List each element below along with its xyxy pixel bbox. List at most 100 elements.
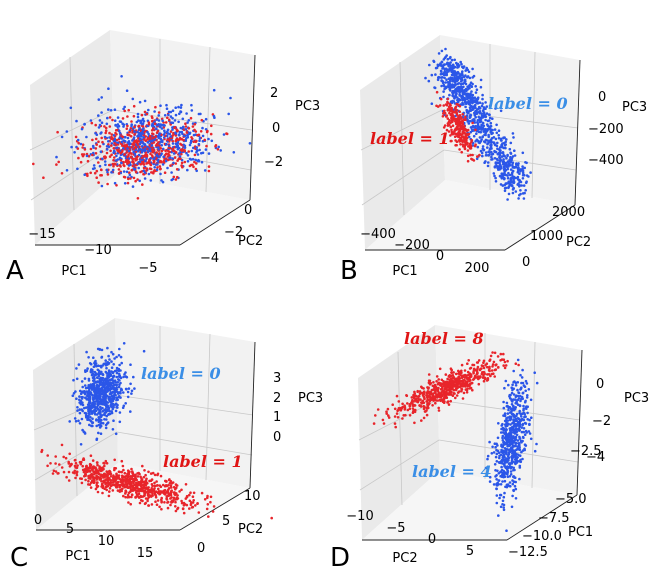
data-point-label-1 (170, 482, 174, 485)
data-point-red (174, 162, 178, 165)
data-point-label-0 (506, 176, 510, 180)
data-point-blue (149, 179, 153, 182)
data-point-label-0 (444, 81, 447, 84)
data-point-label-1 (453, 132, 457, 135)
data-point-label-1 (54, 462, 57, 465)
data-point-label-0 (451, 64, 454, 68)
data-point-label-4 (518, 437, 522, 440)
data-point-blue (145, 157, 148, 160)
data-point-label-4 (503, 491, 506, 495)
data-point-blue (183, 146, 187, 149)
data-point-label-0 (485, 112, 489, 115)
data-point-label-1 (474, 128, 477, 132)
z-tick-label: 0 (272, 121, 280, 136)
data-point-blue (171, 109, 175, 112)
data-point-label-0 (476, 145, 480, 149)
data-point-blue (158, 133, 161, 136)
data-point-label-1 (206, 494, 209, 498)
data-point-label-4 (511, 421, 514, 425)
data-point-label-1 (84, 478, 87, 482)
data-point-label-8 (393, 415, 397, 418)
data-point-red (132, 143, 136, 146)
data-point-red (182, 138, 185, 142)
data-point-red (156, 129, 160, 133)
data-point-label-0 (453, 96, 457, 99)
data-point-label-0 (91, 370, 94, 373)
data-point-label-1 (451, 124, 455, 127)
data-point-red (134, 163, 137, 167)
data-point-label-1 (165, 480, 168, 483)
data-point-blue (171, 177, 175, 181)
data-point-label-8 (454, 379, 457, 382)
data-point-label-0 (490, 143, 493, 147)
data-point-label-1 (174, 509, 178, 513)
data-point-label-0 (112, 374, 116, 378)
data-point-label-8 (490, 372, 494, 376)
data-point-label-8 (455, 394, 459, 397)
data-point-label-1 (93, 472, 96, 476)
data-point-red (193, 160, 196, 164)
data-point-label-0 (438, 63, 442, 67)
data-point-label-4 (517, 397, 521, 400)
data-point-label-4 (507, 453, 511, 456)
data-point-blue (204, 128, 208, 131)
data-point-label-4 (505, 401, 509, 405)
data-point-label-8 (418, 390, 422, 393)
data-point-red (185, 131, 189, 134)
data-point-label-0 (506, 153, 509, 157)
data-point-red (124, 160, 128, 163)
data-point-label-0 (96, 364, 100, 368)
data-point-label-1 (142, 495, 145, 498)
data-point-label-0 (73, 417, 77, 420)
data-point-label-1 (197, 511, 201, 514)
data-point-label-8 (417, 399, 420, 403)
data-point-label-0 (100, 348, 104, 352)
data-point-label-0 (482, 124, 486, 128)
data-point-label-0 (129, 410, 132, 413)
data-point-label-4 (524, 429, 528, 433)
data-point-red (145, 162, 148, 165)
data-point-red (163, 171, 167, 174)
data-point-label-0 (132, 375, 135, 379)
data-point-blue (163, 114, 167, 117)
data-point-label-1 (62, 470, 66, 474)
data-point-blue (137, 166, 140, 170)
data-point-label-0 (86, 418, 89, 422)
data-point-label-0 (510, 180, 514, 184)
data-point-blue (169, 135, 172, 138)
data-point-label-1 (185, 495, 189, 499)
data-point-label-4 (513, 436, 517, 440)
data-point-label-0 (506, 174, 509, 177)
data-point-blue (148, 139, 152, 143)
data-point-red (104, 126, 108, 130)
data-point-label-1 (460, 150, 464, 154)
data-point-label-4 (520, 426, 523, 429)
data-point-label-8 (466, 362, 469, 366)
data-point-label-0 (119, 355, 123, 359)
data-point-label-0 (512, 136, 515, 139)
data-point-label-0 (77, 363, 81, 366)
data-point-label-1 (172, 499, 175, 502)
data-point-label-0 (114, 409, 118, 413)
data-point-red (156, 166, 159, 169)
data-point-label-4 (500, 475, 504, 479)
data-point-label-1 (176, 507, 179, 511)
data-point-blue (143, 177, 147, 180)
data-point-blue (182, 134, 186, 138)
data-point-label-8 (517, 363, 520, 367)
data-point-label-0 (502, 163, 505, 166)
data-point-label-0 (525, 174, 529, 177)
data-point-red (121, 135, 125, 139)
data-point-label-0 (507, 171, 510, 175)
data-point-label-0 (494, 176, 497, 180)
data-point-label-1 (106, 484, 109, 488)
data-point-label-4 (514, 381, 518, 385)
data-point-blue (122, 147, 125, 150)
data-point-label-8 (393, 422, 397, 425)
data-point-label-0 (503, 172, 506, 175)
data-point-label-0 (68, 420, 71, 423)
data-point-red (172, 131, 175, 135)
data-point-label-1 (56, 472, 59, 475)
data-point-label-0 (511, 155, 515, 158)
data-point-red (188, 164, 192, 168)
